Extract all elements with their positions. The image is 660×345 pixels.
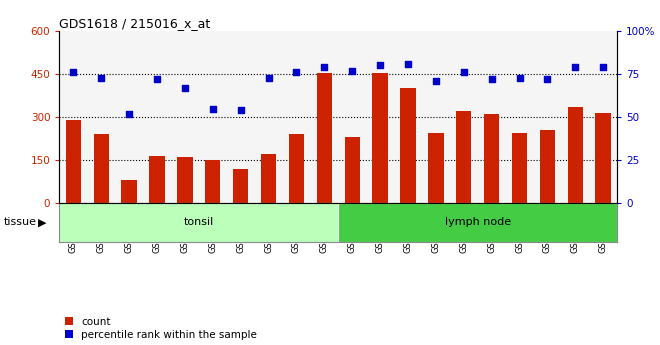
Point	[236, 108, 246, 113]
Point	[347, 68, 358, 73]
Point	[207, 106, 218, 111]
Point	[124, 111, 135, 117]
Point	[542, 77, 552, 82]
Point	[96, 75, 106, 80]
Point	[152, 77, 162, 82]
Text: GDS1618 / 215016_x_at: GDS1618 / 215016_x_at	[59, 17, 211, 30]
Bar	[317, 73, 332, 203]
Point	[486, 77, 497, 82]
Bar	[178, 157, 193, 203]
Bar	[289, 134, 304, 203]
Bar	[94, 134, 109, 203]
Bar	[338, 203, 617, 241]
Point	[180, 85, 190, 91]
Bar	[149, 156, 164, 203]
Bar	[595, 113, 611, 203]
Point	[291, 70, 302, 75]
Bar	[512, 133, 527, 203]
Bar	[345, 137, 360, 203]
Point	[459, 70, 469, 75]
Point	[375, 63, 385, 68]
Text: tonsil: tonsil	[183, 217, 214, 227]
Bar	[568, 107, 583, 203]
Bar	[66, 120, 81, 203]
Text: tissue: tissue	[3, 217, 36, 227]
Bar	[456, 111, 471, 203]
Point	[403, 61, 413, 67]
Bar	[205, 160, 220, 203]
Point	[570, 65, 581, 70]
Bar	[484, 114, 499, 203]
Point	[430, 78, 441, 84]
Bar	[540, 130, 555, 203]
Bar	[59, 203, 338, 241]
Bar	[401, 88, 416, 203]
Bar	[428, 133, 444, 203]
Legend: count, percentile rank within the sample: count, percentile rank within the sample	[65, 317, 257, 340]
Bar	[372, 73, 387, 203]
Bar	[233, 169, 248, 203]
Point	[514, 75, 525, 80]
Bar	[121, 180, 137, 203]
Point	[263, 75, 274, 80]
Bar	[261, 155, 276, 203]
Text: ▶: ▶	[38, 217, 47, 227]
Text: lymph node: lymph node	[445, 217, 511, 227]
Point	[319, 65, 329, 70]
Point	[68, 70, 79, 75]
Point	[598, 65, 609, 70]
